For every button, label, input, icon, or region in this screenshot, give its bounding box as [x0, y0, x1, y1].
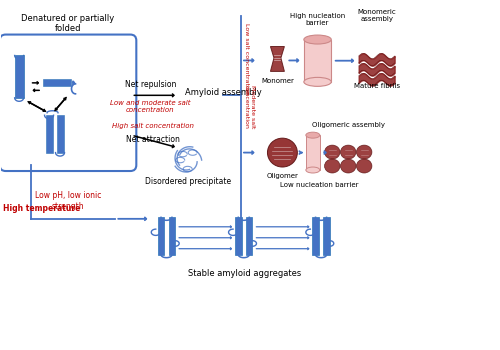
Text: Disordered precipitate: Disordered precipitate	[144, 177, 230, 187]
Text: Net attraction: Net attraction	[126, 135, 180, 144]
Bar	[246, 217, 252, 255]
Text: Stable amyloid aggregates: Stable amyloid aggregates	[188, 269, 302, 278]
Text: High salt concentration: High salt concentration	[112, 123, 194, 129]
Text: High nucleation
barrier: High nucleation barrier	[290, 13, 345, 26]
Ellipse shape	[306, 132, 320, 138]
Ellipse shape	[340, 145, 356, 159]
Bar	[304, 40, 332, 82]
Text: Monomeric
assembly: Monomeric assembly	[358, 9, 396, 22]
Text: Oligomer: Oligomer	[266, 173, 298, 179]
Bar	[312, 217, 319, 255]
Text: Low nucleation barrier: Low nucleation barrier	[280, 182, 358, 188]
Ellipse shape	[324, 145, 340, 159]
Bar	[324, 217, 330, 255]
Text: Oligomeric assembly: Oligomeric assembly	[312, 122, 384, 128]
Text: Low pH, low ionic
strength: Low pH, low ionic strength	[35, 191, 101, 211]
Text: Net repulsion: Net repulsion	[124, 80, 176, 89]
Text: High temperature: High temperature	[3, 204, 80, 214]
Ellipse shape	[306, 167, 320, 173]
Bar	[46, 115, 52, 153]
Ellipse shape	[304, 77, 332, 86]
Polygon shape	[270, 47, 284, 71]
Text: Amyloid assembly: Amyloid assembly	[185, 88, 262, 97]
Text: Low salt concentration: Low salt concentration	[244, 23, 249, 95]
Bar	[158, 217, 164, 255]
Bar	[14, 56, 24, 98]
Bar	[306, 135, 320, 170]
Text: Moderate salt
concentration: Moderate salt concentration	[244, 85, 255, 129]
Ellipse shape	[356, 159, 372, 173]
Ellipse shape	[356, 145, 372, 159]
Bar	[235, 217, 242, 255]
Text: Mature fibrils: Mature fibrils	[354, 83, 400, 89]
Ellipse shape	[304, 35, 332, 44]
Text: Denatured or partially
folded: Denatured or partially folded	[22, 14, 114, 33]
Text: Low and moderate salt
concentration: Low and moderate salt concentration	[110, 100, 190, 113]
Ellipse shape	[340, 159, 356, 173]
Bar	[56, 115, 64, 153]
Ellipse shape	[324, 159, 340, 173]
Bar	[168, 217, 175, 255]
Text: Monomer: Monomer	[261, 78, 294, 84]
Ellipse shape	[268, 138, 298, 167]
Bar	[43, 79, 70, 86]
